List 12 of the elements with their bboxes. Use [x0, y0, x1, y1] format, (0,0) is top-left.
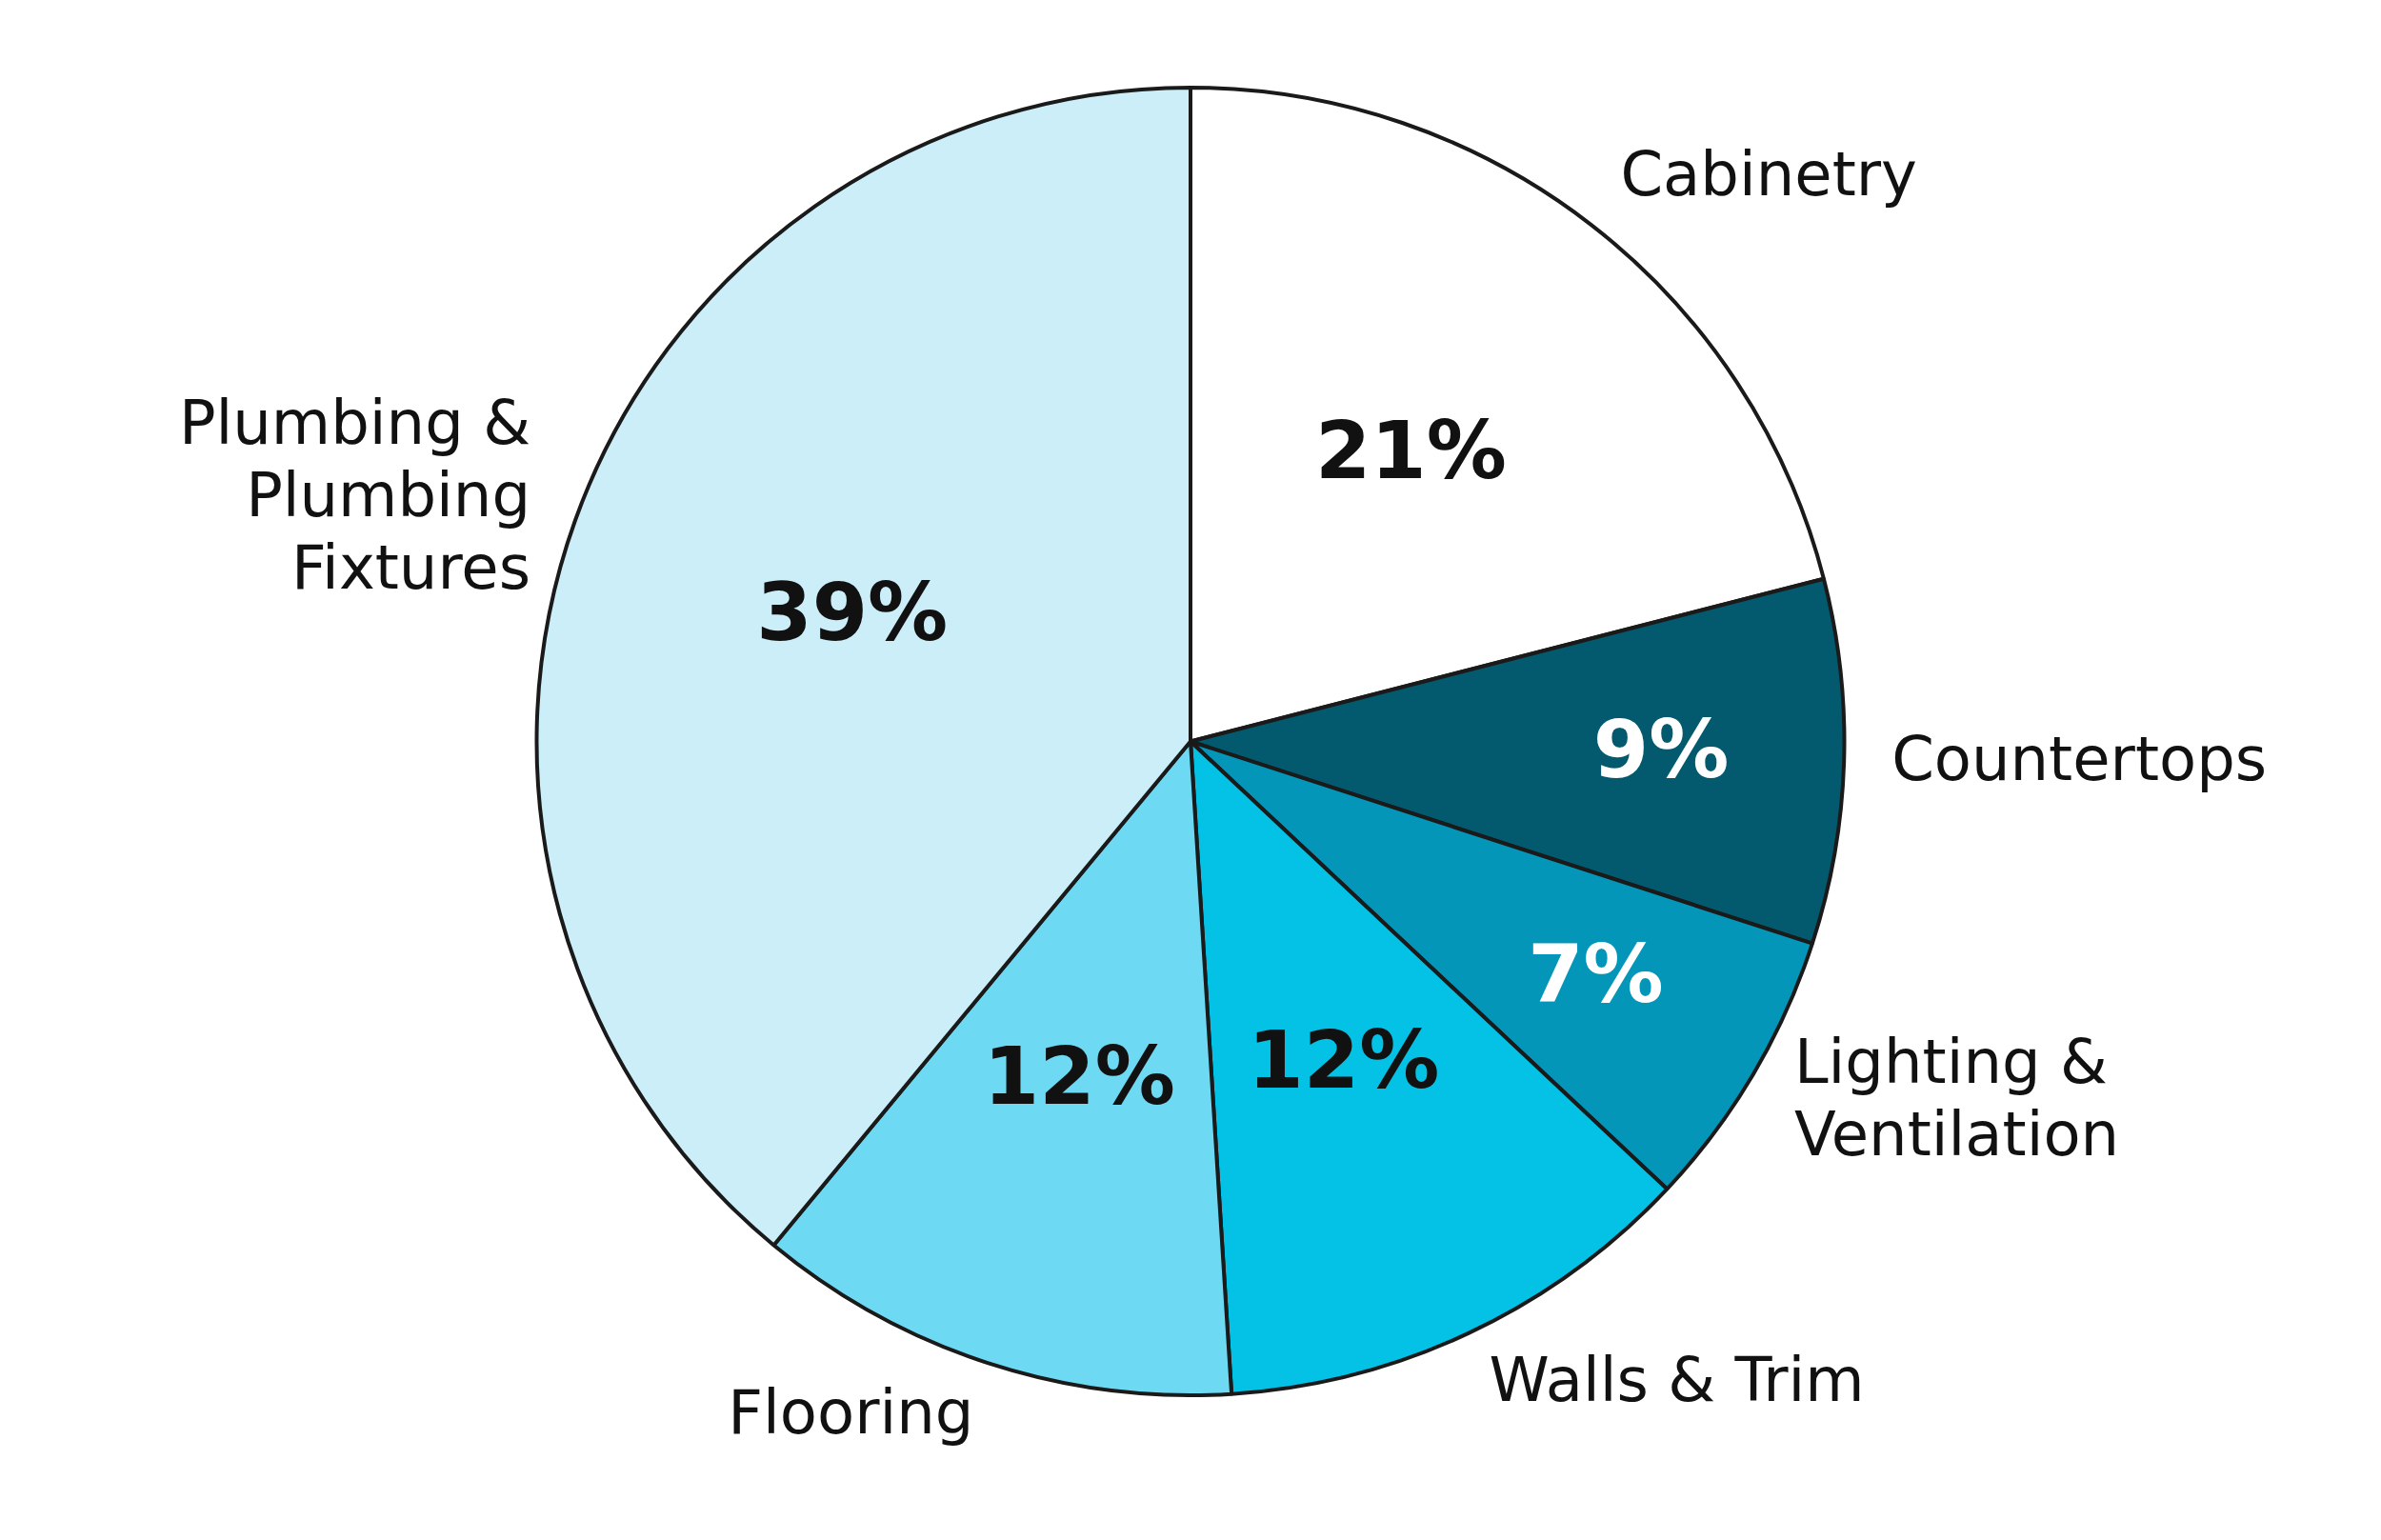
data-label: 12%	[1248, 1012, 1440, 1107]
data-label: 12%	[983, 1030, 1175, 1124]
slice-label: Flooring	[728, 1377, 974, 1449]
slice-label: Cabinetry	[1620, 139, 1917, 210]
slice-label: Walls & Trim	[1489, 1344, 1865, 1415]
slice-label: Countertops	[1891, 723, 2268, 794]
slice-label: Plumbing & Plumbing Fixtures	[178, 388, 531, 604]
data-label: 7%	[1528, 927, 1664, 1021]
data-label: 39%	[756, 566, 949, 660]
slice-label: Lighting & Ventilation	[1793, 1027, 2120, 1170]
data-label: 9%	[1592, 702, 1730, 796]
data-label: 21%	[1314, 403, 1507, 497]
